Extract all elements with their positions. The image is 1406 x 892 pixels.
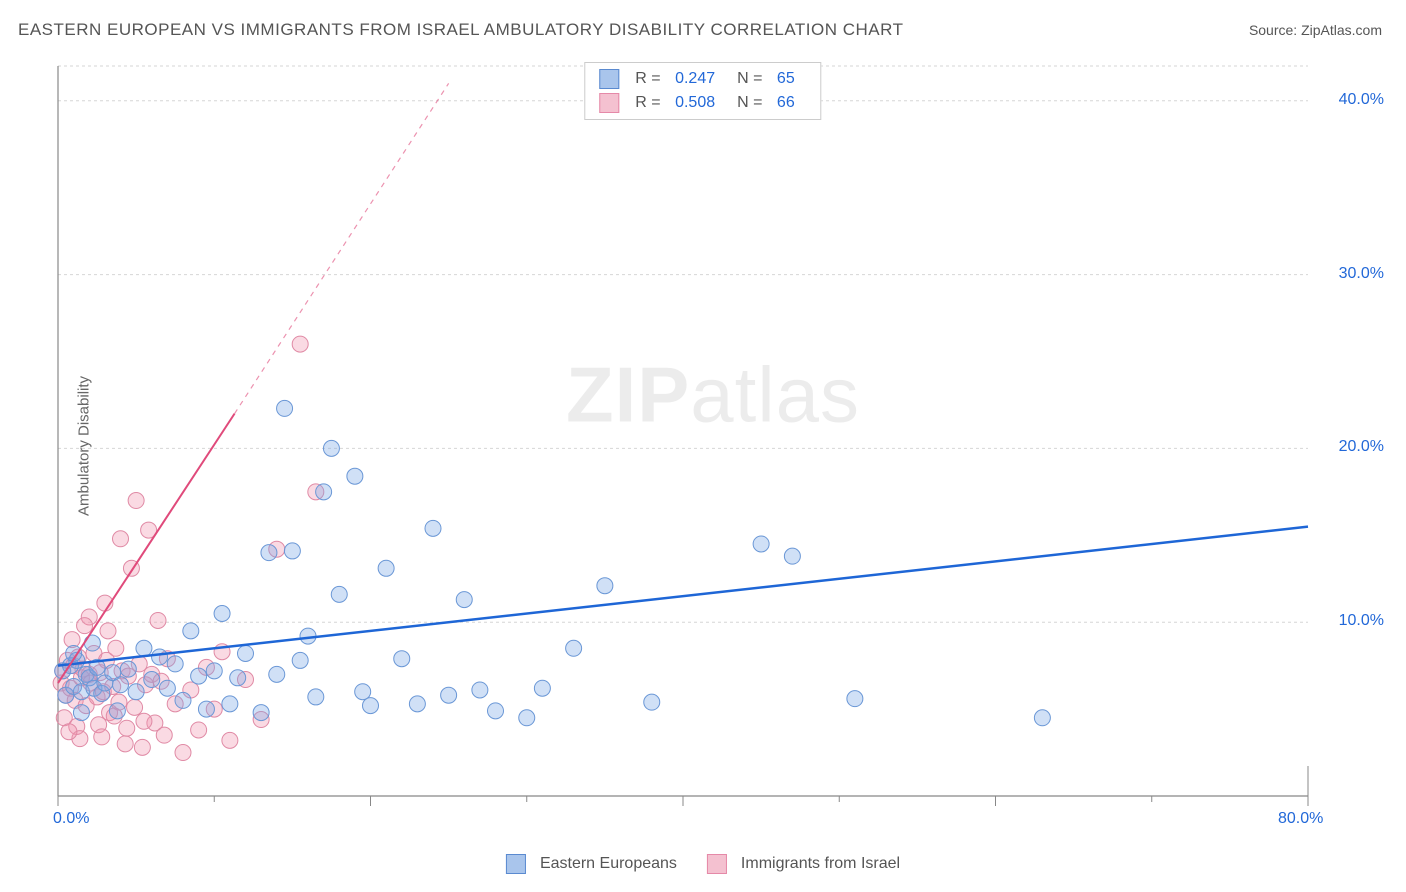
y-tick-label: 10.0%: [1339, 612, 1384, 630]
n-value-0: 65: [777, 67, 795, 91]
r-value-1: 0.508: [675, 91, 715, 115]
source-label: Source:: [1249, 22, 1301, 38]
legend-swatch-1: [707, 854, 727, 874]
x-tick-label: 80.0%: [1278, 810, 1323, 828]
swatch-1: [599, 93, 619, 113]
page-title: EASTERN EUROPEAN VS IMMIGRANTS FROM ISRA…: [18, 20, 904, 40]
legend-item-0: Eastern Europeans: [506, 854, 677, 874]
r-value-0: 0.247: [675, 67, 715, 91]
chart-svg: [48, 56, 1378, 826]
scatter-chart: ZIPatlas: [48, 56, 1378, 826]
swatch-0: [599, 69, 619, 89]
n-label-1: N =: [737, 91, 767, 115]
stats-row-1: R = 0.508 N = 66: [599, 91, 806, 115]
legend-item-1: Immigrants from Israel: [707, 854, 900, 874]
n-label-0: N =: [737, 67, 767, 91]
legend-swatch-0: [506, 854, 526, 874]
legend-label-1: Immigrants from Israel: [741, 855, 900, 873]
r-label-0: R =: [635, 67, 665, 91]
y-tick-label: 30.0%: [1339, 265, 1384, 283]
source-attribution: Source: ZipAtlas.com: [1249, 22, 1382, 38]
source-link[interactable]: ZipAtlas.com: [1301, 22, 1382, 38]
stats-row-0: R = 0.247 N = 65: [599, 67, 806, 91]
y-tick-label: 20.0%: [1339, 438, 1384, 456]
y-tick-label: 40.0%: [1339, 91, 1384, 109]
r-label-1: R =: [635, 91, 665, 115]
bottom-legend: Eastern Europeans Immigrants from Israel: [506, 854, 900, 874]
x-tick-label: 0.0%: [53, 810, 89, 828]
n-value-1: 66: [777, 91, 795, 115]
correlation-stats-box: R = 0.247 N = 65 R = 0.508 N = 66: [584, 62, 821, 120]
legend-label-0: Eastern Europeans: [540, 855, 677, 873]
